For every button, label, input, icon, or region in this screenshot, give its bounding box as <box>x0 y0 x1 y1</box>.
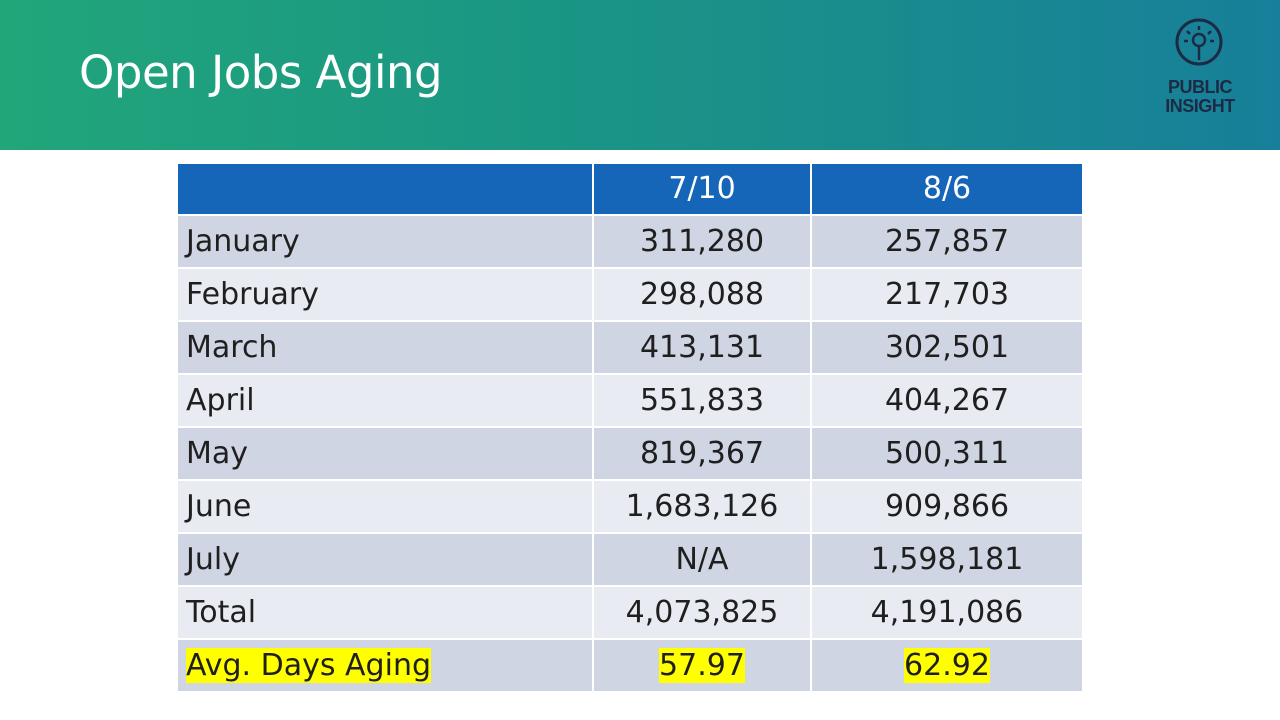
cell-8-6: 257,857 <box>810 214 1084 269</box>
table-row: March 413,131 302,501 <box>176 320 1084 375</box>
cell-7-10: 4,073,825 <box>592 585 812 640</box>
column-header-7-10: 7/10 <box>592 162 812 216</box>
avg-days-aging-row: Avg. Days Aging 57.97 62.92 <box>176 638 1084 693</box>
cell-7-10: 1,683,126 <box>592 479 812 534</box>
highlighted-value-7-10: 57.97 <box>659 647 745 683</box>
table-row: July N/A 1,598,181 <box>176 532 1084 587</box>
highlighted-value-8-6: 62.92 <box>904 647 990 683</box>
table-row: April 551,833 404,267 <box>176 373 1084 428</box>
cell-7-10: N/A <box>592 532 812 587</box>
table-row: February 298,088 217,703 <box>176 267 1084 322</box>
table-row: June 1,683,126 909,866 <box>176 479 1084 534</box>
cell-8-6: 302,501 <box>810 320 1084 375</box>
row-label: May <box>176 426 594 481</box>
row-label: April <box>176 373 594 428</box>
public-insight-logo: PUBLIC INSIGHT <box>1140 14 1260 124</box>
cell-8-6: 909,866 <box>810 479 1084 534</box>
table-header-row: 7/10 8/6 <box>176 162 1084 216</box>
highlighted-row-label: Avg. Days Aging <box>186 647 431 683</box>
table-row: Total 4,073,825 4,191,086 <box>176 585 1084 640</box>
logo-line-2: INSIGHT <box>1165 96 1235 116</box>
column-header-8-6: 8/6 <box>810 162 1084 216</box>
cell-8-6: 1,598,181 <box>810 532 1084 587</box>
logo-line-1: PUBLIC <box>1168 77 1233 97</box>
row-label: January <box>176 214 594 269</box>
cell-8-6: 4,191,086 <box>810 585 1084 640</box>
row-label: February <box>176 267 594 322</box>
cell-8-6: 217,703 <box>810 267 1084 322</box>
cell-7-10: 57.97 <box>592 638 812 693</box>
cell-7-10: 298,088 <box>592 267 812 322</box>
cell-8-6: 500,311 <box>810 426 1084 481</box>
lightbulb-icon <box>1175 18 1223 66</box>
logo-wordmark: PUBLIC INSIGHT <box>1140 78 1260 116</box>
cell-8-6: 62.92 <box>810 638 1084 693</box>
cell-7-10: 819,367 <box>592 426 812 481</box>
open-jobs-table: 7/10 8/6 January 311,280 257,857 Februar… <box>176 162 1084 693</box>
title-banner: Open Jobs Aging PUBLIC INSIGHT <box>0 0 1280 150</box>
cell-8-6: 404,267 <box>810 373 1084 428</box>
row-label-cell: Avg. Days Aging <box>176 638 594 693</box>
cell-7-10: 413,131 <box>592 320 812 375</box>
row-label: July <box>176 532 594 587</box>
table-row: January 311,280 257,857 <box>176 214 1084 269</box>
cell-7-10: 311,280 <box>592 214 812 269</box>
row-label: March <box>176 320 594 375</box>
table-row: May 819,367 500,311 <box>176 426 1084 481</box>
row-label: June <box>176 479 594 534</box>
column-header-label <box>176 162 594 216</box>
cell-7-10: 551,833 <box>592 373 812 428</box>
slide-title: Open Jobs Aging <box>79 46 443 99</box>
row-label: Total <box>176 585 594 640</box>
